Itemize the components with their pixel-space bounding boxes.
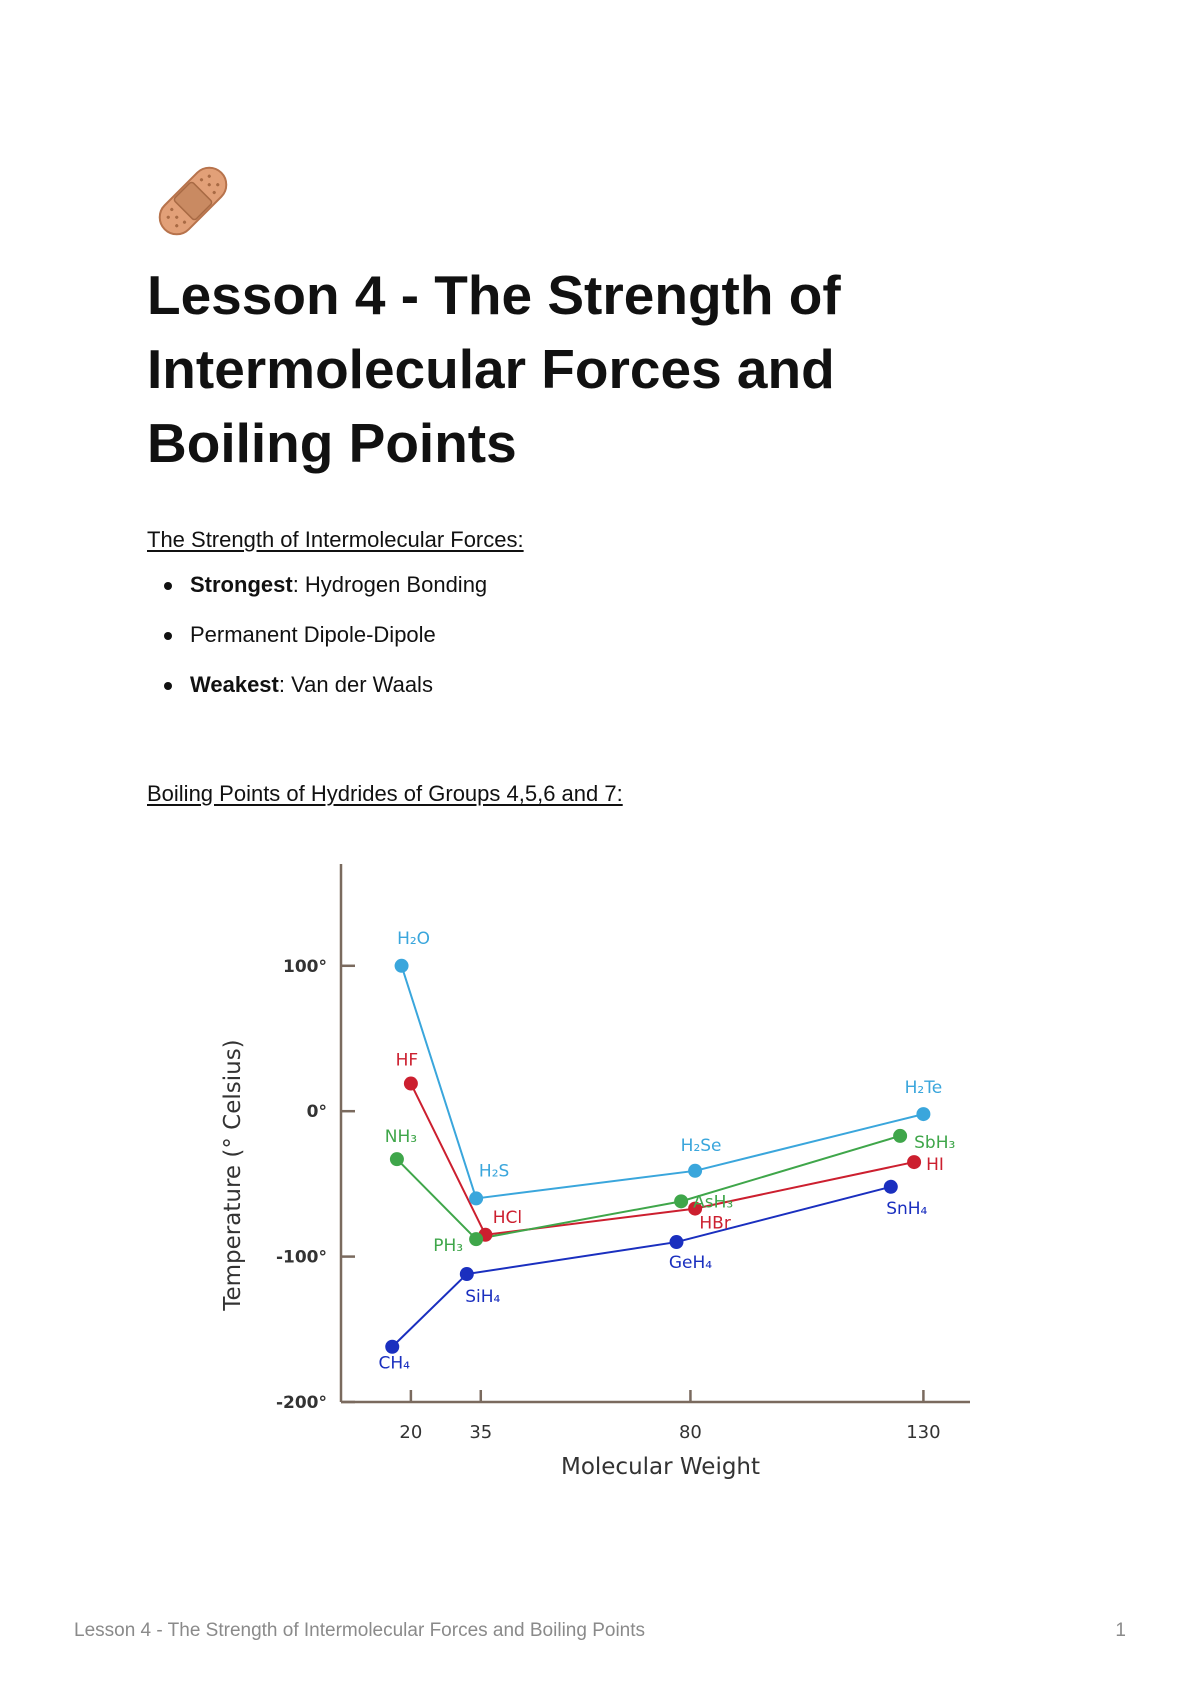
series-line: [391, 1185, 892, 1348]
data-label: H₂O: [397, 929, 430, 949]
data-label: HI: [926, 1155, 944, 1175]
series-line: [400, 965, 924, 1200]
data-point: [669, 1235, 684, 1250]
data-point: [469, 1232, 484, 1247]
list-item: Weakest: Van der Waals: [147, 672, 487, 722]
force-name: Van der Waals: [291, 672, 433, 697]
data-point: [893, 1128, 908, 1143]
data-point: [469, 1191, 484, 1206]
data-label: HF: [396, 1051, 419, 1071]
data-label: HBr: [699, 1214, 730, 1234]
x-tick-label: 20: [399, 1422, 422, 1443]
page-number: 1: [1115, 1620, 1126, 1641]
x-tick-label: 80: [679, 1422, 702, 1443]
data-point: [916, 1107, 931, 1122]
data-point: [459, 1267, 474, 1282]
data-label: H₂S: [479, 1161, 509, 1181]
y-tick-label: 0°: [307, 1102, 327, 1122]
data-label: GeH₄: [669, 1253, 712, 1273]
data-point: [883, 1179, 898, 1194]
force-name: Permanent Dipole-Dipole: [190, 622, 436, 647]
force-name: Hydrogen Bonding: [304, 572, 488, 597]
boiling-points-heading: Boiling Points of Hydrides of Groups 4,5…: [147, 781, 623, 806]
data-point: [403, 1076, 418, 1091]
data-label: PH₃: [433, 1236, 463, 1256]
data-label: CH₄: [379, 1354, 411, 1374]
boiling-points-chart: 100° 0° -100° -200° 20 35 80 130 Molecular Weigh…: [220, 864, 970, 1480]
data-point: [688, 1201, 703, 1216]
data-label: NH₃: [385, 1127, 417, 1147]
forces-section-heading: The Strength of Intermolecular Forces:: [147, 527, 524, 552]
x-tick-label: 35: [469, 1422, 492, 1443]
x-tick-label: 130: [906, 1422, 940, 1443]
data-point: [385, 1339, 400, 1354]
data-point: [688, 1163, 703, 1178]
series-line: [409, 1083, 915, 1236]
data-label: SiH₄: [465, 1287, 500, 1307]
series-line: [396, 1134, 901, 1241]
data-point: [907, 1155, 922, 1170]
data-point: [394, 958, 409, 973]
adhesive-bandage-icon: [158, 166, 228, 236]
list-item: Permanent Dipole-Dipole: [147, 622, 487, 672]
footer-text: Lesson 4 - The Strength of Intermolecula…: [74, 1620, 646, 1641]
data-label: AsH₃: [693, 1192, 733, 1212]
strength-label: Strongest: [190, 572, 293, 597]
page-title: Lesson 4 - The Strength of Intermolecula…: [147, 264, 841, 474]
y-tick-label: 100°: [283, 957, 327, 977]
data-point: [674, 1194, 689, 1209]
y-tick-label: -100°: [276, 1248, 327, 1268]
y-tick-label: -200°: [276, 1393, 327, 1413]
data-label: H₂Te: [905, 1078, 943, 1098]
forces-list: Strongest: Hydrogen Bonding Permanent Di…: [147, 572, 487, 722]
data-label: SbH₃: [914, 1133, 955, 1153]
strength-label: Weakest: [190, 672, 279, 697]
data-label: H₂Se: [681, 1136, 722, 1156]
data-label: HCl: [493, 1208, 522, 1228]
x-axis-title: Molecular Weight: [561, 1454, 760, 1480]
y-axis-title: Temperature (° Celsius): [220, 1039, 246, 1311]
list-item: Strongest: Hydrogen Bonding: [147, 572, 487, 622]
data-label: SnH₄: [886, 1199, 927, 1219]
data-point: [389, 1152, 404, 1167]
